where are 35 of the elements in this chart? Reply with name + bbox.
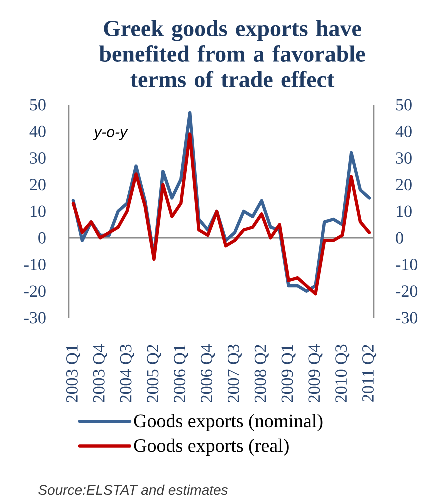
y-tick-label: 30 [30,152,46,164]
y2-tick-label: 50 [396,99,412,111]
y2-tick-label: -10 [396,259,418,270]
y2-tick-label: 0 [396,232,404,244]
y2-tick-label: 40 [396,126,412,138]
x-tick-label: 2003 Q4 [93,344,108,402]
y2-tick-label: 20 [396,179,412,191]
x-tick-label: 2006 Q4 [201,344,216,402]
x-tick-label: 2004 Q3 [120,344,134,402]
y-tick-label: -10 [24,259,46,270]
x-tick-label: 2009 Q1 [282,345,296,402]
x-tick-label: 2011 Q2 [362,345,377,402]
x-tick-label: 2008 Q2 [254,345,269,402]
y2-tick-label: 10 [397,206,412,218]
y-tick-label: 20 [30,179,46,191]
source-note: Source:ELSTAT and estimates [38,484,228,496]
y-tick-label: 40 [30,126,46,138]
x-tick-label: 2010 Q3 [336,344,350,402]
y2-tick-label: 30 [396,152,412,164]
legend-label: Goods exports (nominal) [134,414,323,432]
y-tick-label: -30 [24,312,46,324]
y-tick-label: 50 [30,99,46,111]
annotation: y-o-y [93,129,128,140]
x-tick-label: 2007 Q3 [228,344,242,402]
x-tick-label: 2006 Q1 [174,345,188,402]
legend-label: Goods exports (real) [134,438,289,456]
chart-title: Greek goods exports have benefited from a favorable terms of trade effect [100,20,366,88]
y2-tick-label: -20 [396,286,418,298]
x-tick-label: 2005 Q2 [147,345,162,402]
y-tick-label: 10 [30,206,46,218]
y2-tick-label: -30 [396,312,418,324]
x-tick-label: 2009 Q4 [308,344,323,402]
x-tick-label: 2003 Q1 [66,345,81,402]
y-tick-label: -20 [24,286,46,298]
y-tick-label: 0 [38,232,46,244]
